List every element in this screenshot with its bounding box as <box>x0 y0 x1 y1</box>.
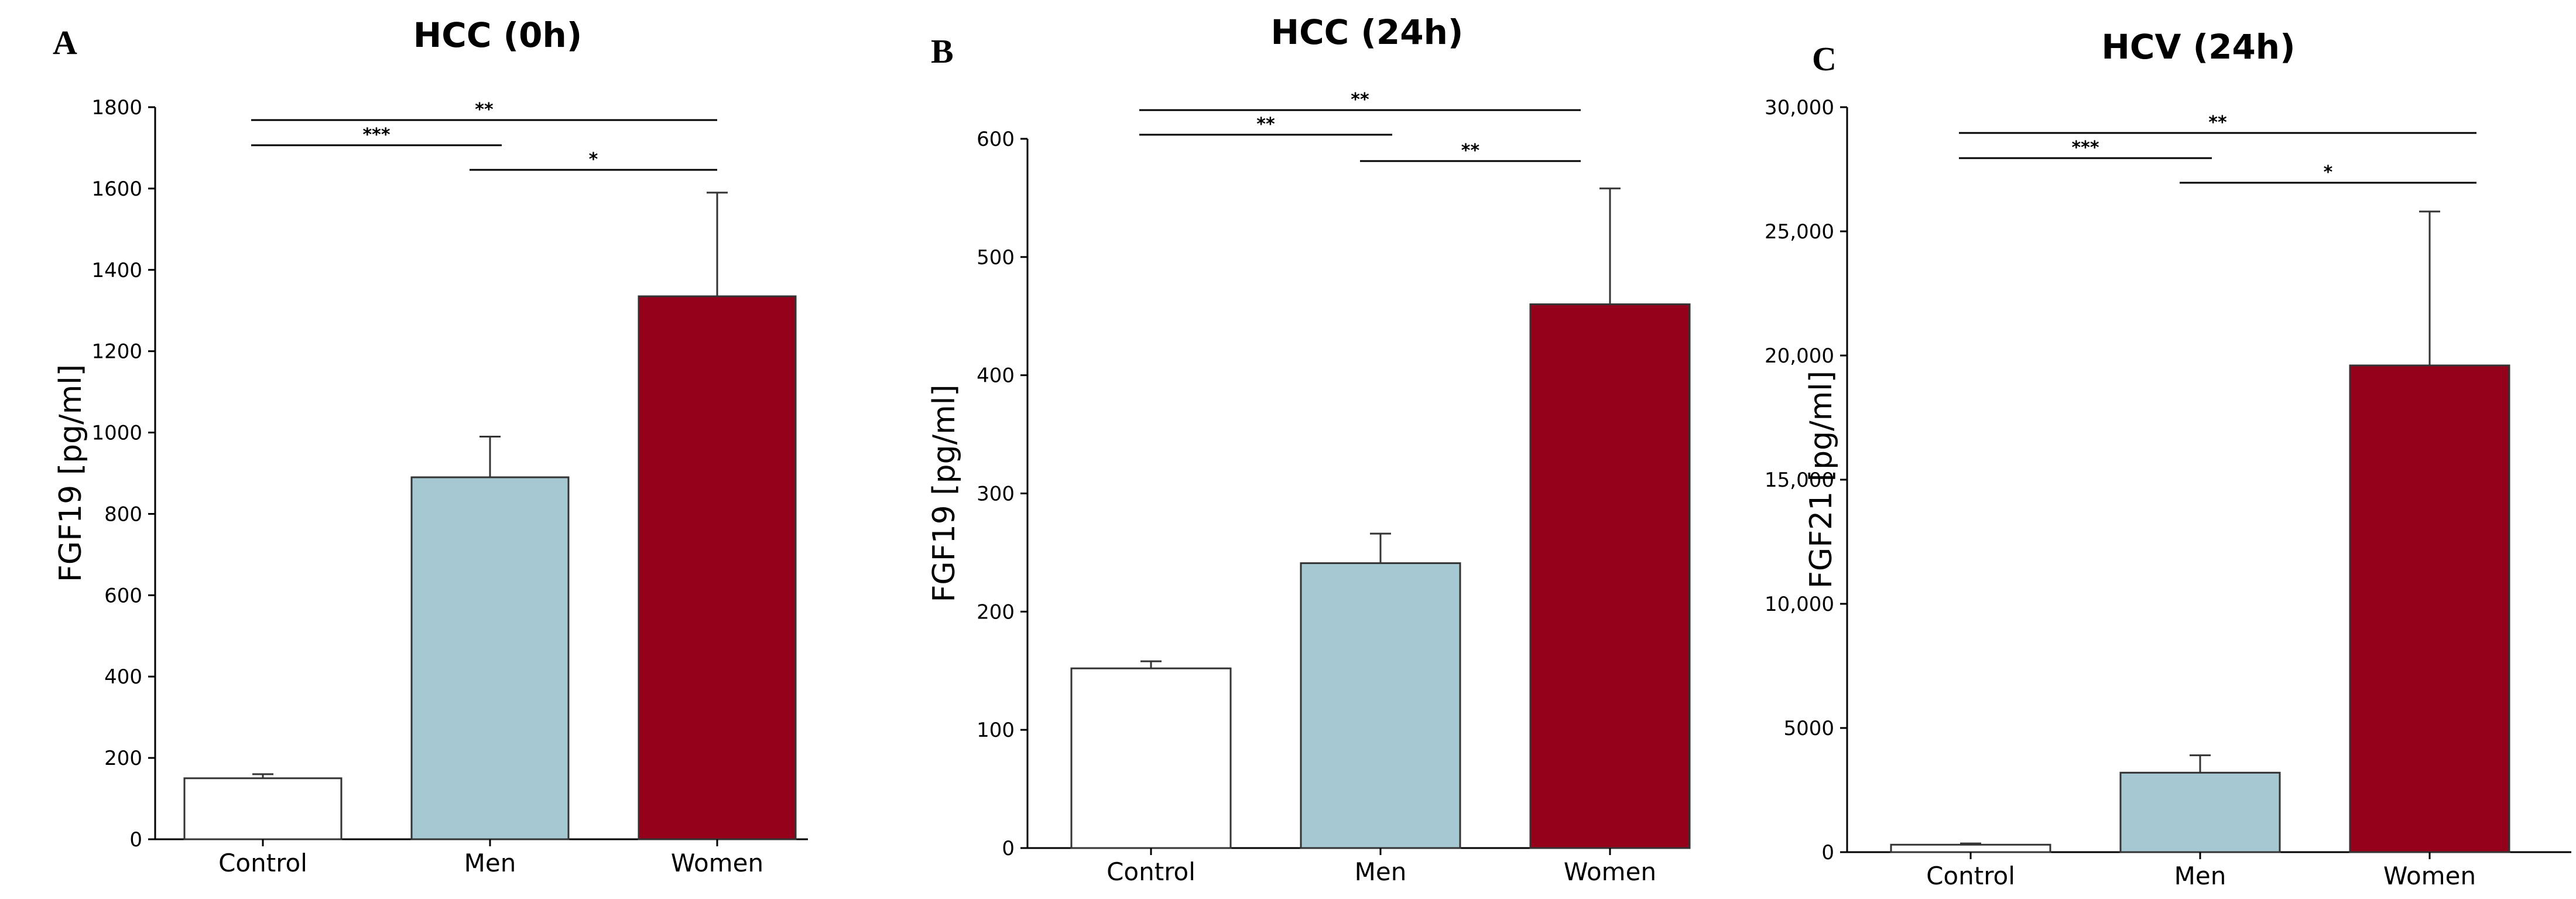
significance-label: * <box>589 149 598 170</box>
y-tick-label: 800 <box>104 503 142 526</box>
bar-control <box>1890 843 2051 853</box>
y-axis-label: FGF19 [pg/ml] <box>927 384 962 602</box>
chart-title: HCC (24h) <box>1271 12 1464 52</box>
bar-women <box>1529 303 1691 849</box>
significance-label: *** <box>2071 138 2099 158</box>
significance-label: ** <box>1461 141 1480 161</box>
y-tick-label: 30,000 <box>1765 96 1834 119</box>
x-tick-label: Women <box>671 849 763 877</box>
y-tick-label: 1800 <box>91 96 142 119</box>
y-axis-label: FGF21 [pg/ml] <box>1804 371 1839 589</box>
y-tick-label: 0 <box>129 828 142 852</box>
significance-label: ** <box>1256 114 1275 135</box>
y-tick-label: 20,000 <box>1765 344 1834 368</box>
significance-label: ** <box>1351 90 1369 110</box>
y-tick-label: 500 <box>977 246 1015 269</box>
bar-men <box>1300 562 1461 849</box>
panel-a: A HCC (0h) FGF19 [pg/ml] 0 200 400 600 800 1000 1… <box>53 15 808 877</box>
y-tick-label: 100 <box>977 719 1015 742</box>
panel-letter: A <box>53 23 77 61</box>
x-tick-label: Control <box>1107 857 1195 886</box>
panel-letter: B <box>931 32 954 70</box>
y-tick-label: 400 <box>104 665 142 689</box>
x-tick-label: Women <box>2383 862 2476 890</box>
y-tick-label: 300 <box>977 483 1015 506</box>
y-tick-label: 10,000 <box>1765 593 1834 616</box>
significance-label: ** <box>475 100 494 120</box>
x-tick-label: Control <box>1926 862 2015 890</box>
significance-label: * <box>2324 162 2333 183</box>
y-tick-label: 600 <box>977 128 1015 151</box>
y-tick-label: 200 <box>977 600 1015 624</box>
x-tick-label: Men <box>1355 857 1407 886</box>
panel-b: B HCC (24h) FGF19 [pg/ml] 0 100 200 300 400 500 6… <box>927 12 1691 886</box>
y-tick-label: 400 <box>977 364 1015 388</box>
y-tick-label: 15,000 <box>1765 469 1834 492</box>
bar-control <box>183 777 342 840</box>
x-tick-label: Men <box>2174 862 2226 890</box>
chart-title: HCC (0h) <box>413 15 583 55</box>
bar-men <box>2119 771 2281 853</box>
y-tick-label: 1400 <box>91 259 142 282</box>
x-tick-label: Women <box>1564 857 1656 886</box>
y-tick-label: 0 <box>1002 837 1015 860</box>
y-tick-label: 600 <box>104 584 142 607</box>
bar-men <box>410 476 570 840</box>
bar-women <box>2349 364 2510 853</box>
y-tick-label: 1200 <box>91 340 142 364</box>
y-tick-label: 200 <box>104 747 142 770</box>
y-tick-label: 1000 <box>91 422 142 445</box>
y-tick-label: 25,000 <box>1765 220 1834 244</box>
y-tick-label: 1600 <box>91 177 142 201</box>
y-axis-label: FGF19 [pg/ml] <box>53 364 88 582</box>
y-tick-label: 0 <box>1821 841 1834 864</box>
panel-letter: C <box>1812 40 1837 78</box>
panel-c: C HCV (24h) FGF21 [pg/ml] 0 5000 10,000 15,000… <box>1765 27 2571 890</box>
bar-women <box>638 295 797 840</box>
significance-label: ** <box>2208 112 2227 133</box>
significance-label: *** <box>362 125 390 145</box>
bar-control <box>1070 667 1232 849</box>
chart-title: HCV (24h) <box>2101 27 2295 67</box>
x-tick-label: Control <box>218 849 307 877</box>
y-tick-label: 5000 <box>1783 717 1834 740</box>
x-tick-label: Men <box>464 849 516 877</box>
